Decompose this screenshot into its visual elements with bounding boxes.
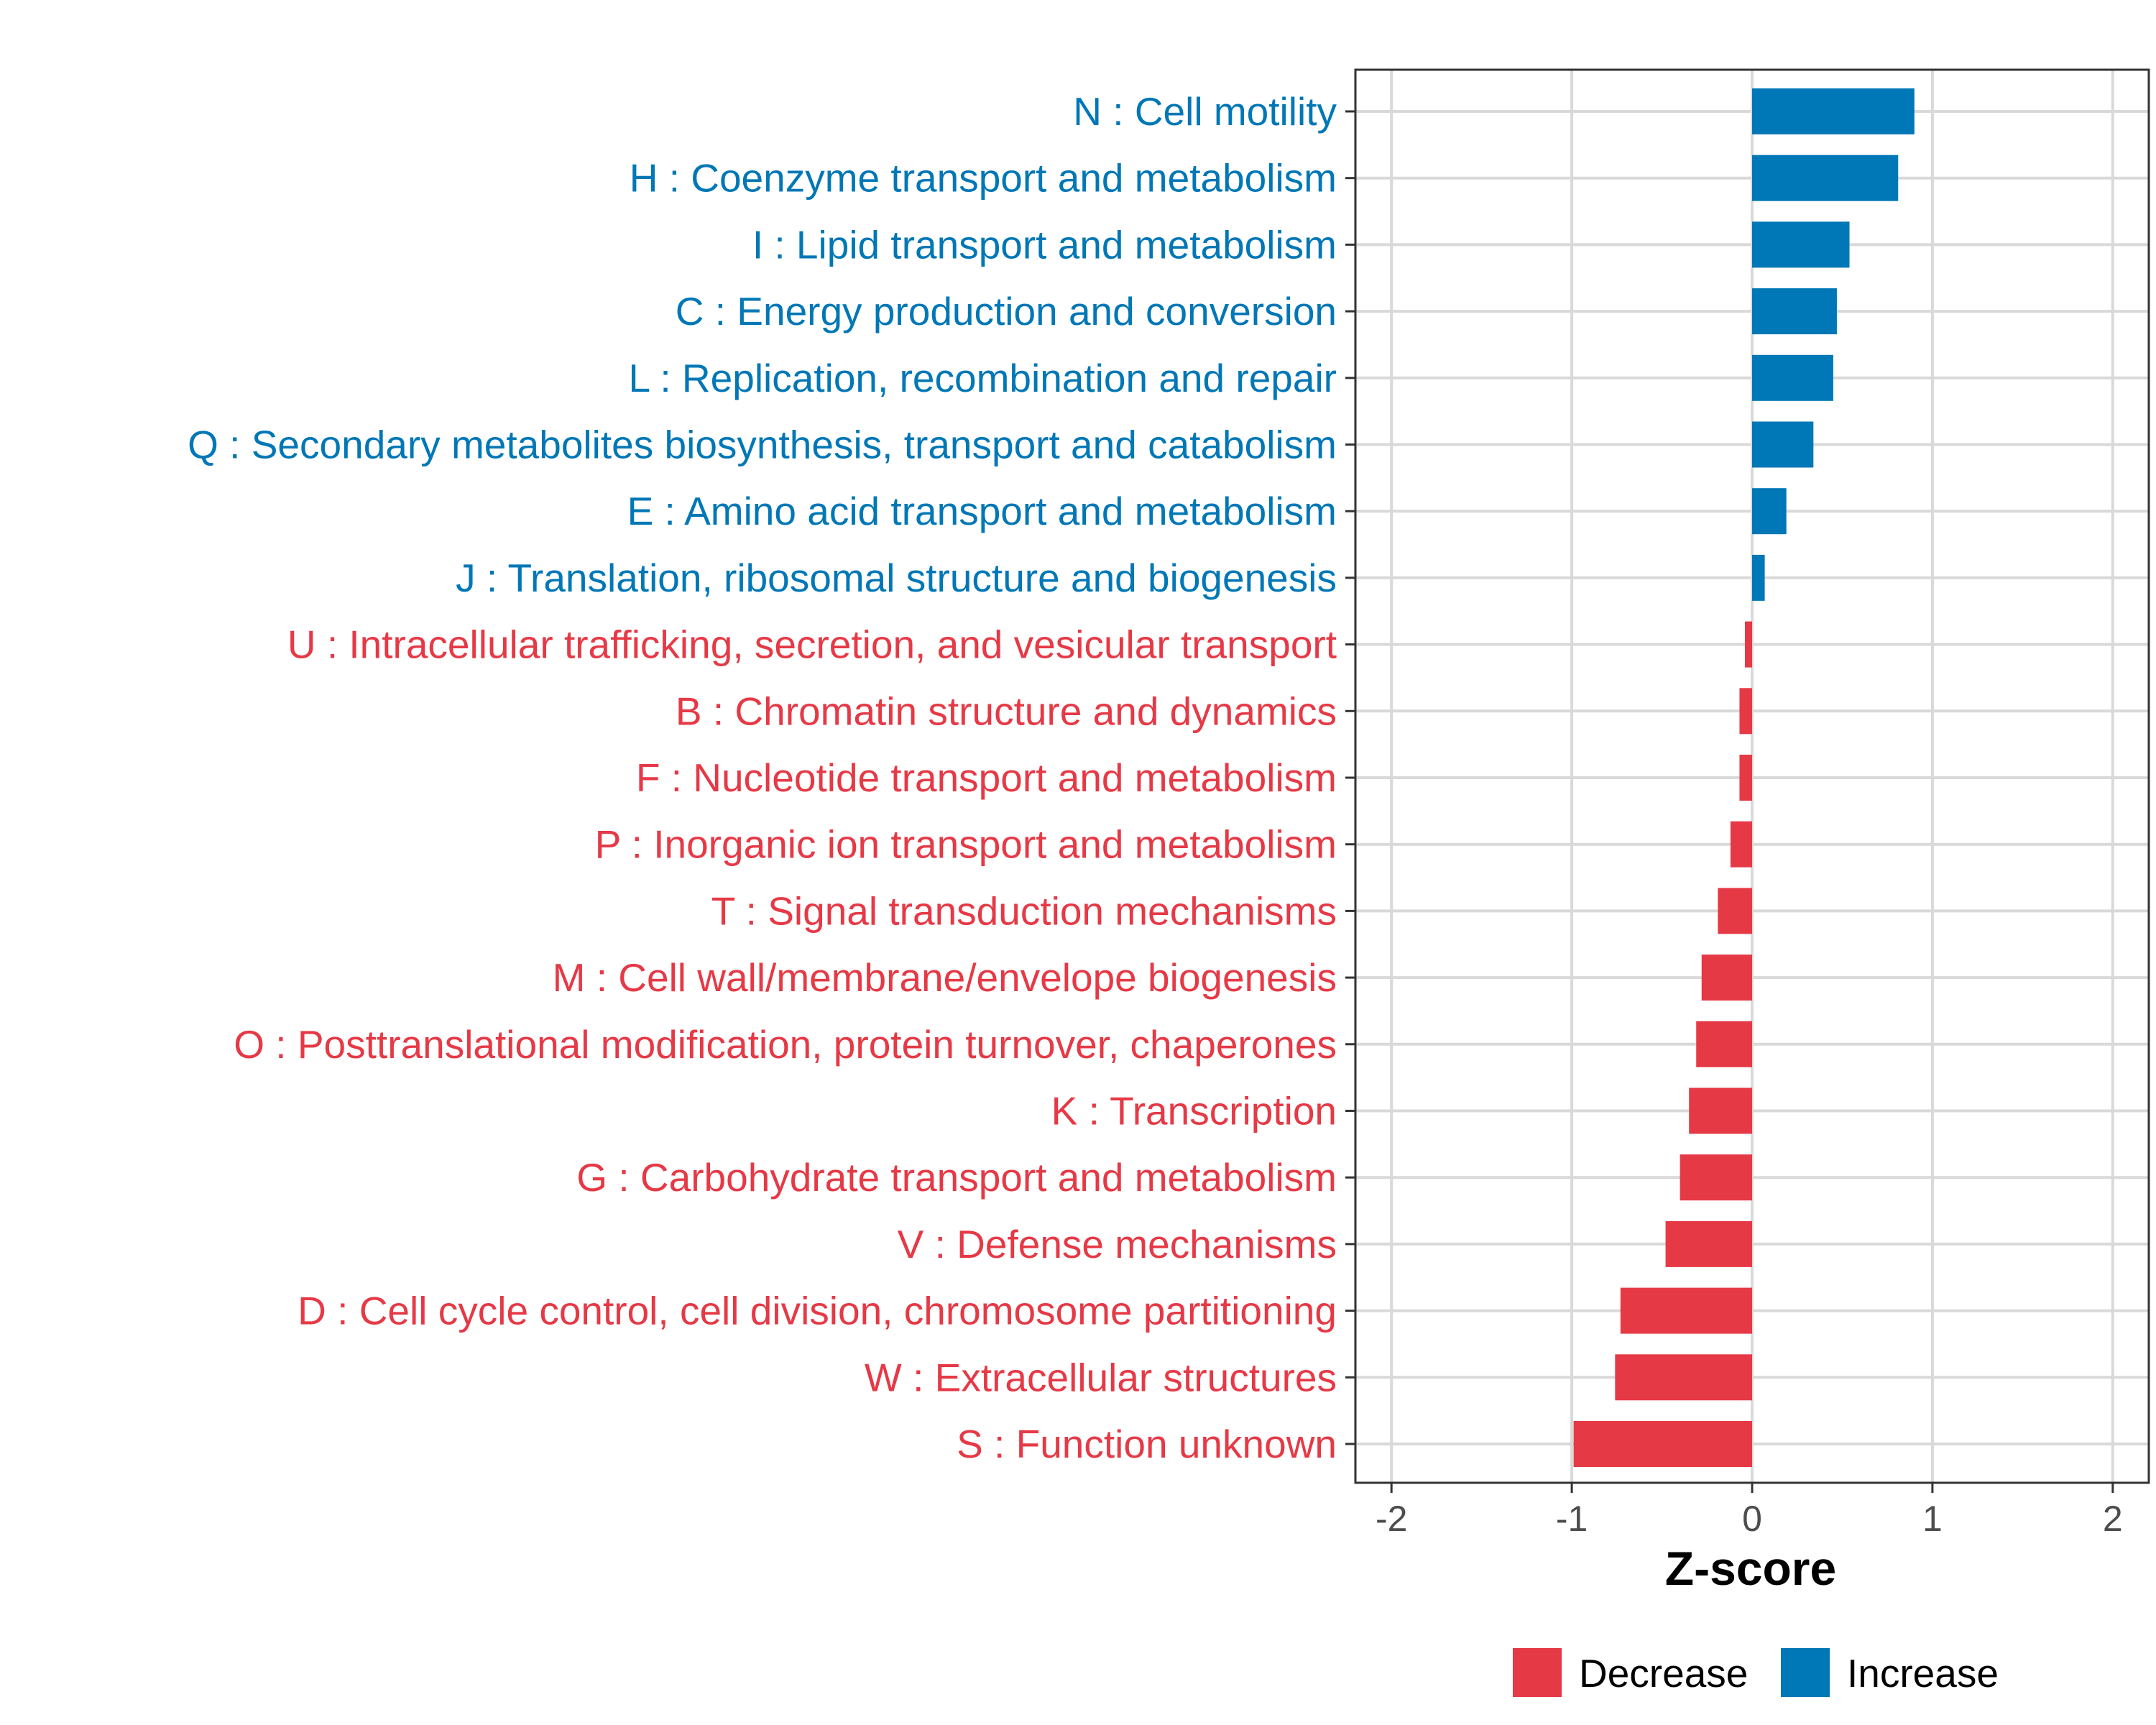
category-label: J : Translation, ribosomal structure and… <box>456 556 1337 600</box>
y-axis-ticks <box>1345 110 1355 1445</box>
bar-c <box>1752 288 1837 335</box>
bar-n <box>1752 88 1915 134</box>
category-label: K : Transcription <box>1051 1089 1337 1133</box>
x-tick-label: -2 <box>1376 1499 1407 1539</box>
category-label: U : Intracellular trafficking, secretion… <box>287 622 1337 667</box>
category-label: T : Signal transduction mechanisms <box>711 888 1337 933</box>
bar-d <box>1620 1287 1752 1334</box>
bar-e <box>1752 488 1787 535</box>
category-label: D : Cell cycle control, cell division, c… <box>298 1289 1337 1333</box>
legend: Decrease Increase <box>1513 1648 1999 1697</box>
legend-swatch-increase <box>1781 1648 1830 1697</box>
x-axis-title: Z-score <box>1665 1542 1836 1595</box>
category-label: W : Extracellular structures <box>865 1355 1337 1399</box>
bar-k <box>1689 1087 1752 1134</box>
x-tick-label: 1 <box>1922 1499 1943 1539</box>
category-label: Q : Secondary metabolites biosynthesis, … <box>188 423 1337 467</box>
x-tick-label: -1 <box>1556 1499 1588 1539</box>
category-label: V : Defense mechanisms <box>898 1222 1337 1266</box>
x-axis-labels: -2 -1 0 1 2 <box>1376 1499 2123 1539</box>
bar-s <box>1573 1421 1752 1467</box>
bar-m <box>1701 954 1752 1001</box>
category-label: O : Posttranslational modification, prot… <box>234 1022 1337 1067</box>
x-tick-label: 2 <box>2103 1499 2123 1539</box>
bar-v <box>1665 1220 1752 1267</box>
bar-o <box>1696 1021 1752 1067</box>
bar-p <box>1730 821 1752 868</box>
bar-j <box>1752 554 1765 601</box>
category-label: F : Nucleotide transport and metabolism <box>636 755 1337 800</box>
legend-label-decrease: Decrease <box>1579 1651 1748 1696</box>
y-axis-labels: N : Cell motility H : Coenzyme transport … <box>188 89 1337 1466</box>
category-label: L : Replication, recombination and repai… <box>629 356 1337 400</box>
category-label: H : Coenzyme transport and metabolism <box>630 156 1337 201</box>
category-label: I : Lipid transport and metabolism <box>752 222 1337 267</box>
bar-f <box>1739 755 1752 801</box>
legend-swatch-decrease <box>1513 1648 1562 1697</box>
category-label: C : Energy production and conversion <box>676 289 1337 334</box>
category-label: N : Cell motility <box>1073 89 1337 134</box>
bar-l <box>1752 354 1833 401</box>
bar-h <box>1752 155 1899 201</box>
category-label: B : Chromatin structure and dynamics <box>676 689 1337 733</box>
category-label: P : Inorganic ion transport and metaboli… <box>595 822 1337 867</box>
bar-w <box>1615 1354 1752 1401</box>
category-label: E : Amino acid transport and metabolism <box>627 489 1337 533</box>
bars <box>1573 88 1915 1467</box>
bar-q <box>1752 421 1814 468</box>
legend-label-increase: Increase <box>1847 1651 1999 1696</box>
bar-i <box>1752 221 1850 268</box>
category-label: G : Carbohydrate transport and metabolis… <box>576 1155 1337 1200</box>
bar-g <box>1680 1154 1752 1201</box>
x-axis-ticks <box>1390 1483 2114 1493</box>
bar-u <box>1744 621 1752 668</box>
category-label: S : Function unknown <box>957 1422 1337 1466</box>
bar-b <box>1739 688 1752 735</box>
category-label: M : Cell wall/membrane/envelope biogenes… <box>553 955 1337 1000</box>
bar-t <box>1718 888 1752 934</box>
x-tick-label: 0 <box>1742 1499 1762 1539</box>
